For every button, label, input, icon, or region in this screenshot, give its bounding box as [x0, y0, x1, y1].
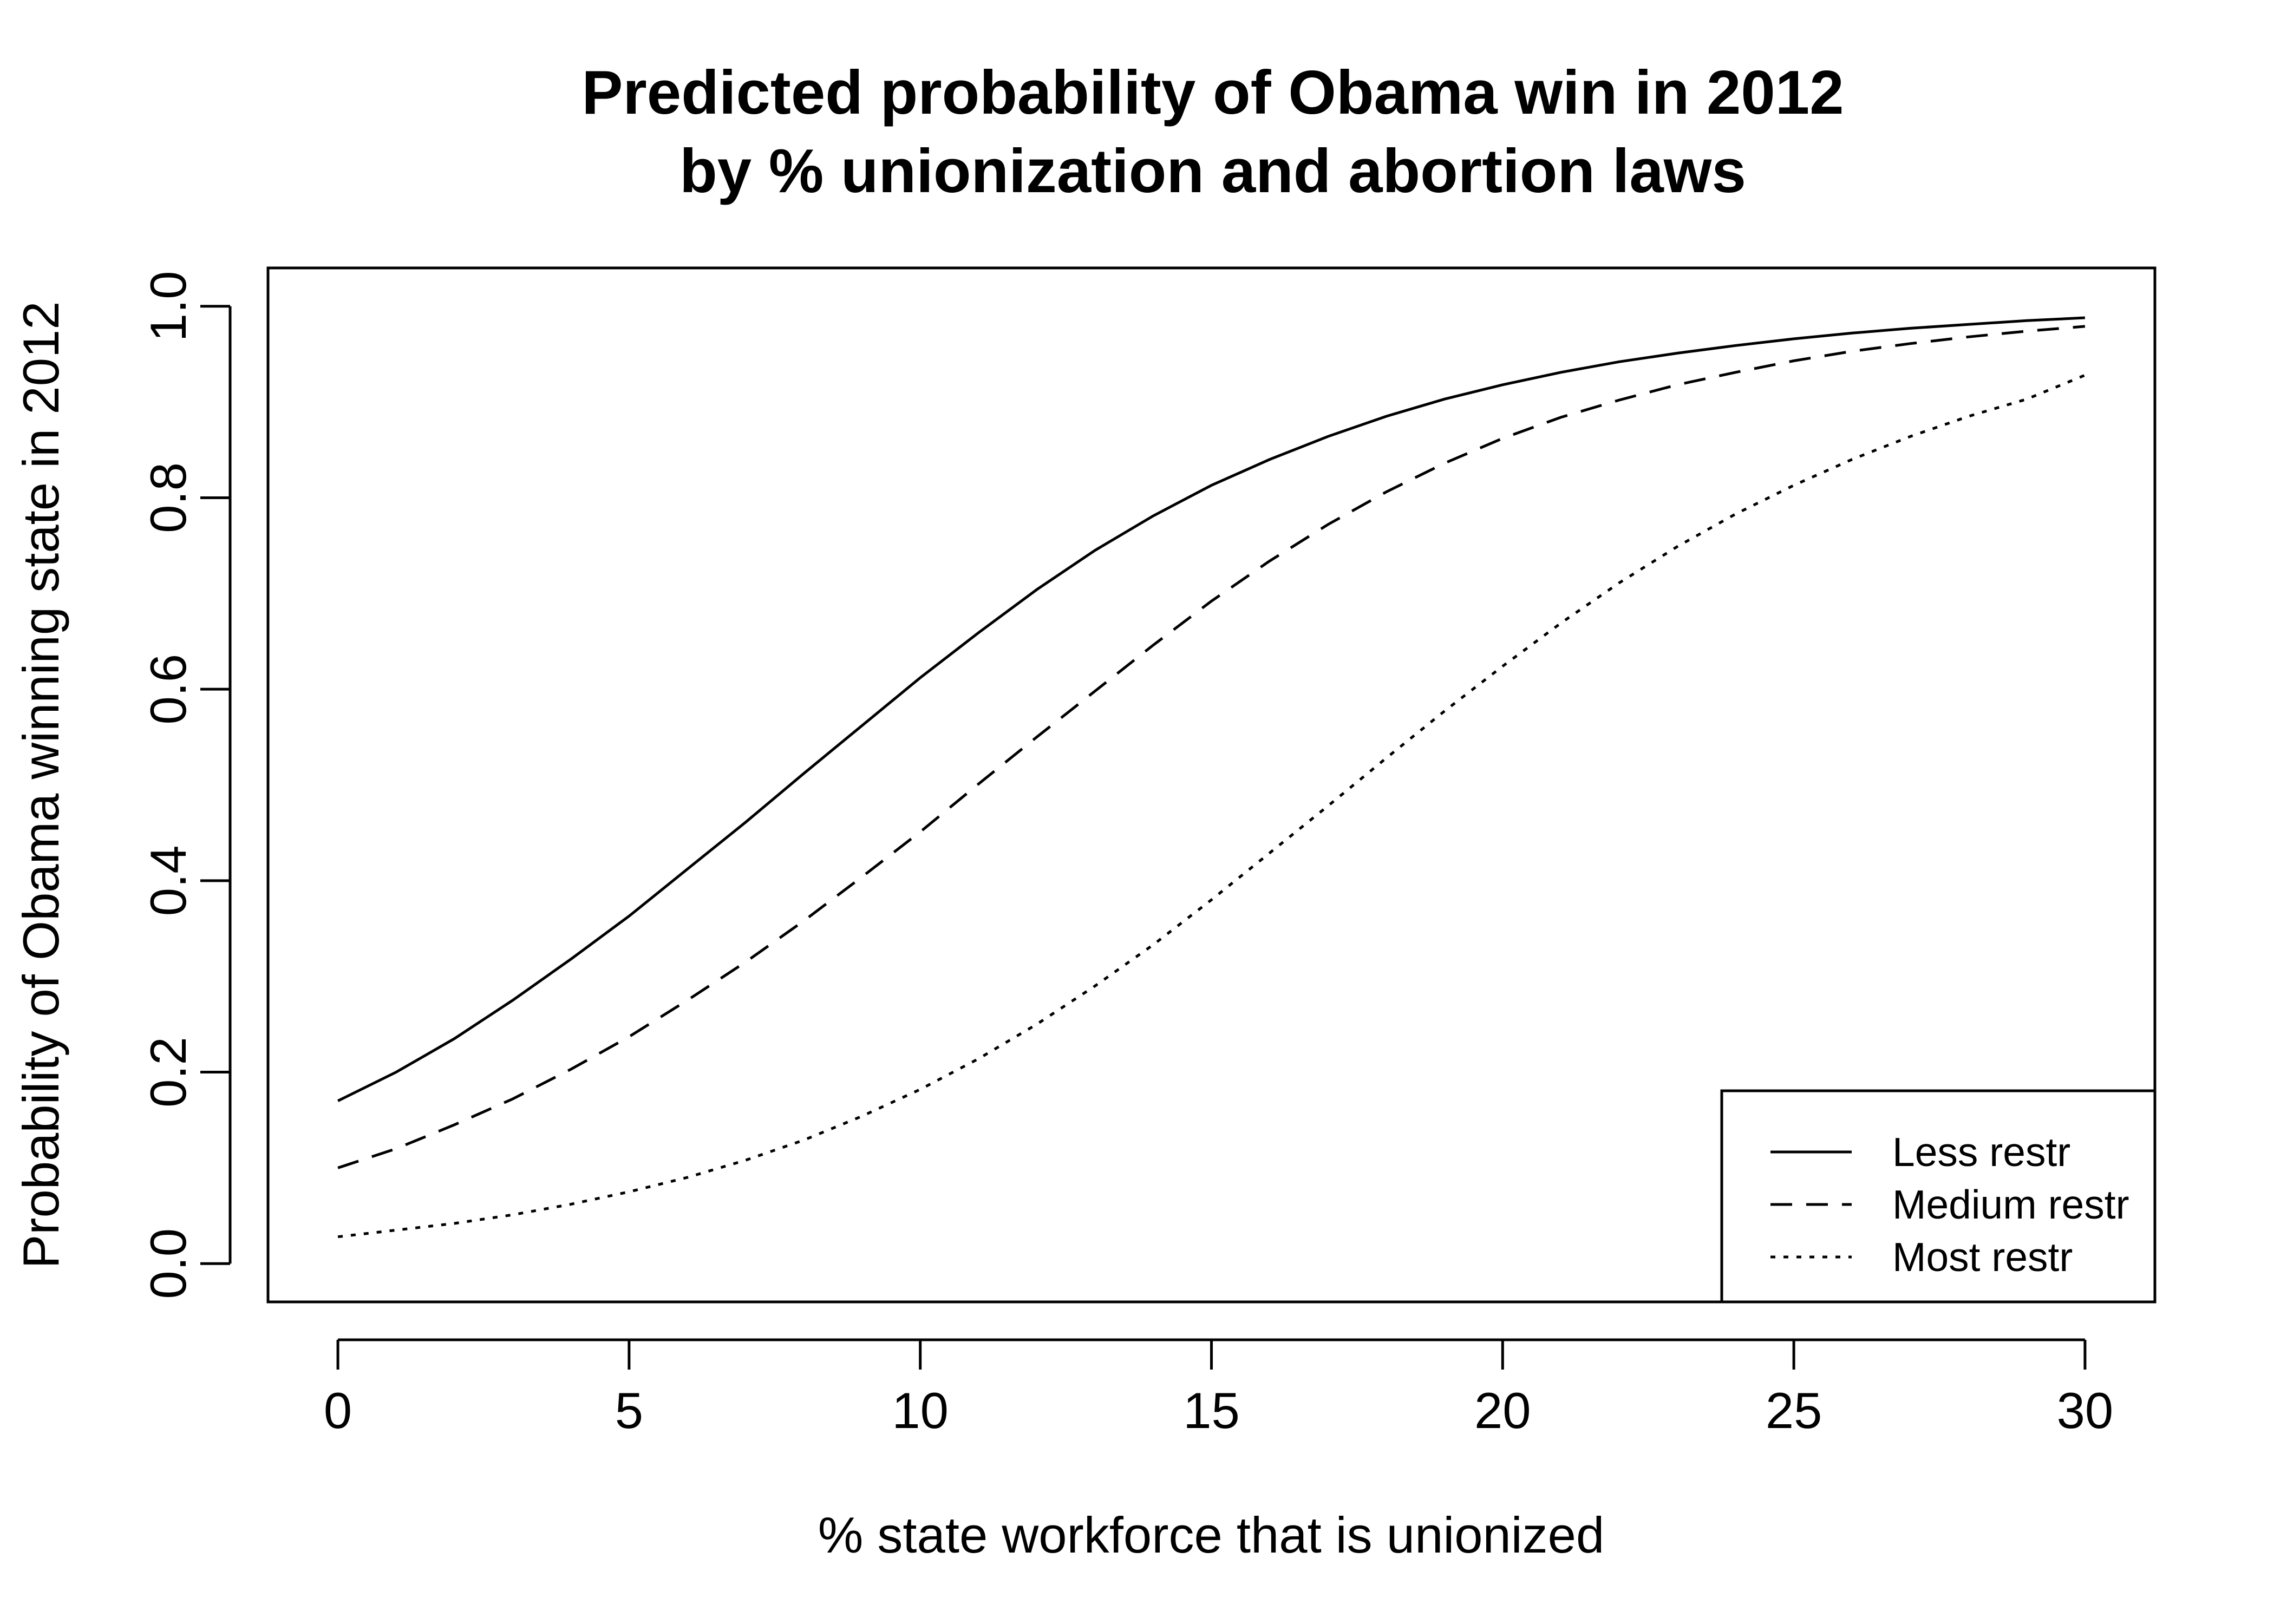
- y-tick-label: 0.0: [140, 1228, 197, 1299]
- series-line-2: [337, 325, 2086, 1169]
- series-line-3: [337, 374, 2086, 1239]
- y-axis-label: Probability of Obama winning state in 20…: [12, 301, 69, 1268]
- y-axis: 0.0 0.2 0.4 0.6 0.8 1.0: [140, 271, 232, 1299]
- x-axis-label: % state workforce that is unionized: [818, 1507, 1605, 1563]
- series-layer: [337, 316, 2086, 1239]
- x-tick-label: 0: [324, 1382, 352, 1439]
- y-tick-label: 0.2: [140, 1037, 197, 1108]
- x-tick-label: 30: [2057, 1382, 2114, 1439]
- series-line-1: [337, 316, 2086, 1102]
- x-axis: 0 5 10 15 20 25 30: [324, 1338, 2114, 1439]
- x-tick-label: 20: [1474, 1382, 1531, 1439]
- chart-subtitle: by % unionization and abortion laws: [679, 137, 1746, 206]
- y-tick-label: 1.0: [140, 271, 197, 342]
- legend: Less restr Medium restr Most restr: [1720, 1089, 2157, 1304]
- x-tick-label: 25: [1766, 1382, 1822, 1439]
- y-tick-label: 0.8: [140, 462, 197, 533]
- chart-title: Predicted probability of Obama win in 20…: [581, 58, 1844, 127]
- x-tick-label: 10: [892, 1382, 949, 1439]
- legend-label: Most restr: [1892, 1234, 2073, 1280]
- x-tick-label: 15: [1183, 1382, 1240, 1439]
- legend-label: Medium restr: [1892, 1182, 2129, 1227]
- x-tick-label: 5: [615, 1382, 643, 1439]
- legend-label: Less restr: [1892, 1129, 2070, 1175]
- y-tick-label: 0.6: [140, 654, 197, 725]
- plot-frame: [266, 266, 2157, 1304]
- y-tick-label: 0.4: [140, 846, 197, 916]
- legend-box: [1720, 1089, 2157, 1304]
